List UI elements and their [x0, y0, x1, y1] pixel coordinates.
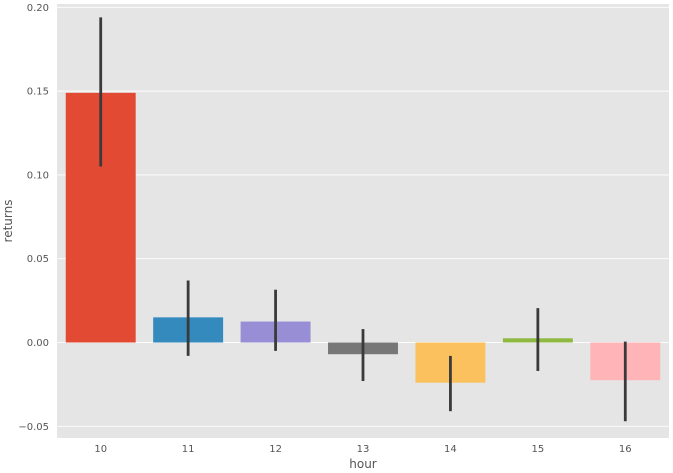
x-tick-label: 11 — [182, 444, 195, 455]
y-axis-label: returns — [1, 200, 15, 243]
x-tick-label: 13 — [357, 444, 370, 455]
x-tick-label: 15 — [531, 444, 544, 455]
x-tick-label: 10 — [94, 444, 107, 455]
x-tick-label: 16 — [619, 444, 632, 455]
y-tick-label: 0.20 — [27, 3, 49, 14]
x-tick-label: 12 — [269, 444, 282, 455]
error-bars — [99, 17, 627, 422]
x-axis-label: hour — [349, 457, 377, 471]
y-tick-label: 0.05 — [27, 254, 49, 265]
y-tick-label: −0.05 — [18, 422, 49, 433]
x-tick-label: 14 — [444, 444, 457, 455]
y-tick-label: 0.15 — [27, 87, 49, 98]
y-tick-label: 0.10 — [27, 170, 49, 181]
y-tick-label: 0.00 — [27, 338, 49, 349]
y-tick-labels: −0.05 0.00 0.05 0.10 0.15 0.20 — [18, 3, 49, 433]
x-tick-labels: 10 11 12 13 14 15 16 — [94, 444, 631, 455]
